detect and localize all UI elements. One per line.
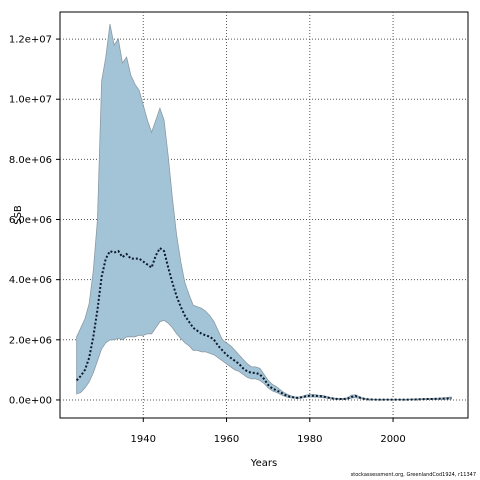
y-tick-label: 1.2e+07	[9, 35, 52, 46]
y-tick-label: 4.0e+06	[9, 275, 52, 286]
y-tick-label: 6.0e+06	[9, 215, 52, 226]
y-tick-label: 1.0e+07	[9, 95, 52, 106]
x-tick-label: 1940	[131, 434, 156, 445]
y-axis-title: SSB	[13, 205, 24, 225]
x-axis-title: Years	[250, 458, 277, 469]
y-tick-label: 2.0e+06	[9, 335, 52, 346]
x-tick-label: 2000	[380, 434, 405, 445]
plot-border	[59, 11, 469, 419]
x-tick-label: 1960	[214, 434, 239, 445]
y-axis: 0.0e+00 2.0e+06 4.0e+06 6.0e+06 8.0e+06 1.0e+…	[9, 35, 60, 406]
ssb-line	[75, 246, 452, 401]
x-tick-label: 1980	[297, 434, 322, 445]
x-axis: 1940 1960 1980 2000	[131, 418, 406, 445]
confidence-band	[76, 23, 452, 401]
y-tick-label: 8.0e+06	[9, 155, 52, 166]
y-tick-label: 0.0e+00	[9, 395, 52, 406]
credit-text: stockassessment.org, GreenlandCod1924, r…	[350, 472, 476, 478]
